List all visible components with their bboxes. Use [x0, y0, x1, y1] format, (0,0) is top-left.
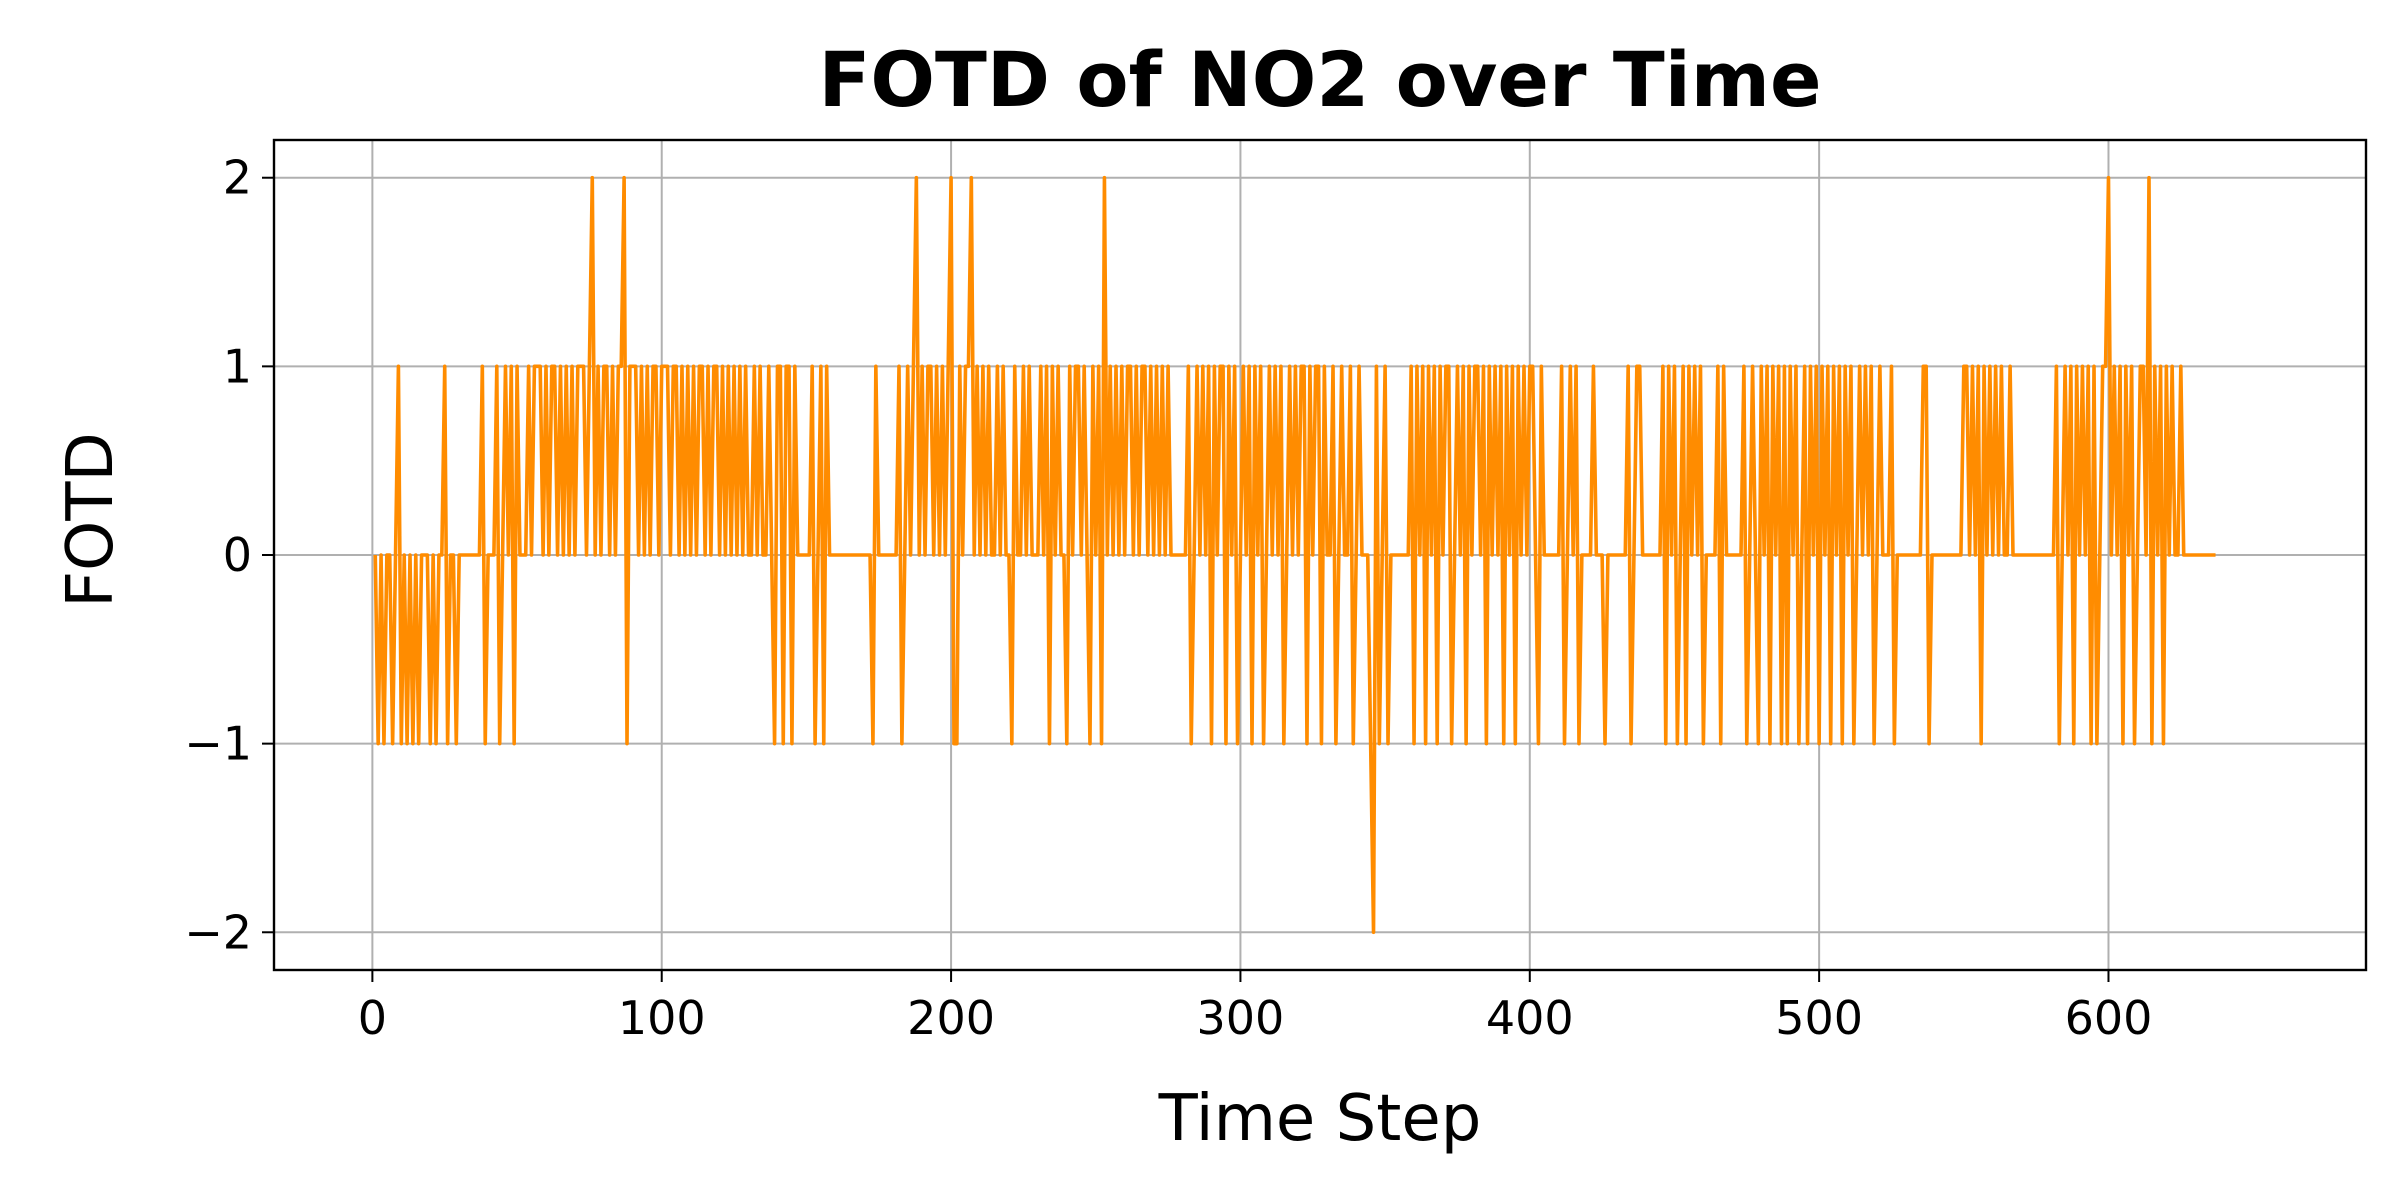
- y-tick-label: 2: [223, 151, 252, 205]
- tick-marks: [262, 176, 2110, 982]
- x-tick-label: 0: [358, 991, 387, 1045]
- y-tick-label: −2: [184, 905, 252, 959]
- series-line-fotd: [373, 175, 2216, 935]
- y-tick-label: 0: [223, 528, 252, 582]
- x-tick-label: 400: [1486, 991, 1574, 1045]
- x-axis-title: Time Step: [1158, 1082, 1482, 1156]
- plot-area: [373, 175, 2216, 935]
- y-tick-label: 1: [223, 339, 252, 393]
- y-tick-labels: −2 −1 0 1 2: [184, 151, 252, 960]
- x-tick-label: 500: [1775, 991, 1863, 1045]
- x-tick-label: 100: [618, 991, 706, 1045]
- y-axis-title: FOTD: [54, 432, 128, 608]
- x-tick-label: 300: [1197, 991, 1285, 1045]
- x-tick-label: 600: [2065, 991, 2153, 1045]
- chart-title: FOTD of NO2 over Time: [818, 35, 1821, 124]
- x-tick-label: 200: [907, 991, 995, 1045]
- x-tick-labels: 0 100 200 300 400 500 600: [358, 991, 2153, 1045]
- y-tick-label: −1: [184, 717, 252, 771]
